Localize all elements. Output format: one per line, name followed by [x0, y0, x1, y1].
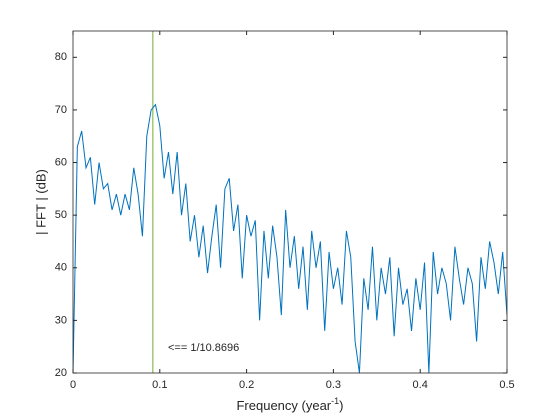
data-line: [73, 103, 507, 373]
y-tick-label: 20: [55, 367, 67, 379]
y-tick-label: 60: [55, 156, 67, 168]
y-tick-label: 70: [55, 104, 67, 116]
x-tick-label: 0.4: [413, 379, 428, 391]
y-tick-label: 30: [55, 314, 67, 326]
x-tick-label: 0.1: [152, 379, 167, 391]
y-tick-label: 80: [55, 51, 67, 63]
y-axis-label: | FFT | (dB): [33, 169, 48, 235]
axes-box: [72, 30, 508, 374]
x-tick-label: 0.5: [499, 379, 514, 391]
y-tick-label: 40: [55, 262, 67, 274]
x-tick-label: 0.3: [326, 379, 341, 391]
x-axis-label: Frequency (year-1): [236, 396, 343, 413]
y-tick-label: 50: [55, 209, 67, 221]
x-tick-label: 0: [70, 379, 76, 391]
x-tick-label: 0.2: [239, 379, 254, 391]
annotation: <== 1/10.8696: [168, 342, 239, 354]
